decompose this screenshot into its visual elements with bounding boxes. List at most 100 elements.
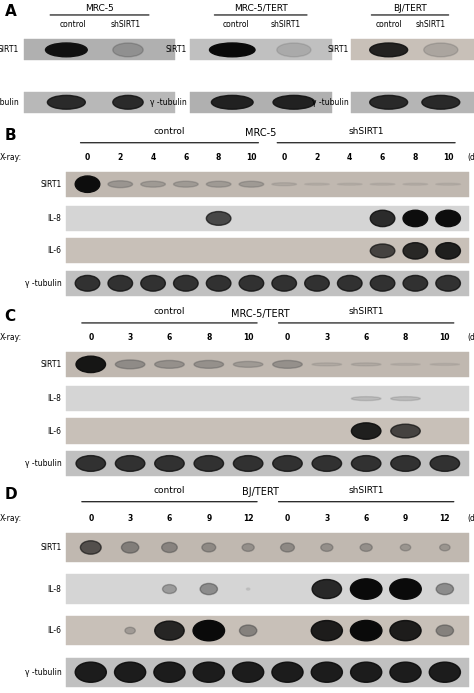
Text: control: control: [376, 20, 402, 29]
Text: 2: 2: [118, 152, 123, 161]
Text: X-ray:: X-ray:: [0, 514, 22, 523]
Bar: [351, 91, 474, 113]
Ellipse shape: [76, 356, 106, 373]
Ellipse shape: [281, 543, 294, 552]
Ellipse shape: [430, 363, 460, 365]
Ellipse shape: [390, 579, 421, 599]
Bar: [351, 40, 474, 60]
Ellipse shape: [390, 662, 421, 683]
Text: IL-8: IL-8: [48, 585, 62, 593]
Text: γ -tubulin: γ -tubulin: [25, 279, 62, 288]
Ellipse shape: [273, 360, 302, 368]
Ellipse shape: [75, 662, 106, 683]
Text: control: control: [60, 20, 87, 29]
Text: 6: 6: [167, 514, 172, 523]
Text: BJ/TERT: BJ/TERT: [393, 3, 427, 12]
Ellipse shape: [272, 275, 297, 291]
Ellipse shape: [108, 275, 133, 291]
Ellipse shape: [305, 275, 329, 291]
Ellipse shape: [351, 363, 381, 366]
Bar: [24, 91, 175, 113]
Ellipse shape: [155, 360, 184, 368]
Ellipse shape: [440, 544, 450, 551]
Text: X-ray:: X-ray:: [0, 152, 22, 161]
Text: SIRT1: SIRT1: [40, 360, 62, 369]
Bar: [66, 574, 469, 604]
Ellipse shape: [193, 662, 224, 683]
Ellipse shape: [360, 543, 372, 552]
Ellipse shape: [351, 396, 381, 401]
Text: IL-6: IL-6: [47, 427, 62, 435]
Text: 10: 10: [443, 152, 453, 161]
Ellipse shape: [311, 662, 342, 683]
Text: 0: 0: [88, 333, 93, 342]
Text: γ -tubulin: γ -tubulin: [0, 98, 19, 107]
Text: SIRT1: SIRT1: [0, 46, 19, 54]
Text: 8: 8: [413, 152, 418, 161]
Ellipse shape: [239, 275, 264, 291]
Ellipse shape: [312, 363, 342, 366]
Text: control: control: [223, 20, 249, 29]
Text: B: B: [5, 128, 17, 143]
Text: (day): (day): [467, 514, 474, 523]
Text: 6: 6: [364, 333, 369, 342]
Ellipse shape: [108, 181, 133, 188]
Ellipse shape: [350, 579, 382, 599]
Text: IL-8: IL-8: [48, 214, 62, 223]
Text: 12: 12: [243, 514, 254, 523]
Text: 10: 10: [243, 333, 254, 342]
Ellipse shape: [154, 662, 185, 683]
Text: 4: 4: [347, 152, 352, 161]
Ellipse shape: [436, 243, 460, 259]
Bar: [66, 206, 469, 231]
Ellipse shape: [155, 455, 184, 471]
Bar: [66, 451, 469, 476]
Ellipse shape: [436, 183, 460, 185]
Text: 3: 3: [324, 514, 329, 523]
Ellipse shape: [75, 275, 100, 291]
Ellipse shape: [272, 662, 303, 683]
Ellipse shape: [370, 43, 408, 57]
Ellipse shape: [75, 176, 100, 193]
Text: 0: 0: [282, 152, 287, 161]
Text: 0: 0: [85, 152, 90, 161]
Text: 0: 0: [285, 333, 290, 342]
Text: shSIRT1: shSIRT1: [110, 20, 141, 29]
Ellipse shape: [242, 543, 254, 552]
Ellipse shape: [424, 43, 458, 57]
Ellipse shape: [436, 275, 460, 291]
Ellipse shape: [81, 541, 101, 554]
Ellipse shape: [277, 43, 311, 57]
Ellipse shape: [233, 662, 264, 683]
Ellipse shape: [121, 542, 139, 553]
Text: 9: 9: [206, 514, 211, 523]
Ellipse shape: [202, 543, 216, 552]
Ellipse shape: [113, 43, 143, 57]
Ellipse shape: [193, 620, 225, 641]
Text: MRC-5: MRC-5: [245, 128, 276, 139]
Text: 12: 12: [439, 514, 450, 523]
Text: 10: 10: [246, 152, 256, 161]
Text: 6: 6: [167, 333, 172, 342]
Ellipse shape: [115, 360, 145, 369]
Bar: [66, 658, 469, 687]
Text: IL-6: IL-6: [47, 247, 62, 255]
Ellipse shape: [272, 183, 297, 186]
Text: 8: 8: [216, 152, 221, 161]
Text: control: control: [154, 486, 185, 495]
Ellipse shape: [401, 544, 410, 551]
Text: MRC-5/TERT: MRC-5/TERT: [231, 308, 290, 319]
Text: (day): (day): [467, 152, 474, 161]
Ellipse shape: [206, 182, 231, 187]
Text: 3: 3: [128, 333, 133, 342]
Ellipse shape: [113, 96, 143, 109]
Text: IL-6: IL-6: [47, 626, 62, 635]
Text: (day): (day): [467, 333, 474, 342]
Text: 6: 6: [380, 152, 385, 161]
Text: shSIRT1: shSIRT1: [348, 307, 384, 316]
Ellipse shape: [436, 584, 454, 595]
Ellipse shape: [141, 182, 165, 187]
Ellipse shape: [312, 579, 342, 599]
Text: A: A: [5, 3, 17, 19]
Ellipse shape: [311, 620, 342, 641]
